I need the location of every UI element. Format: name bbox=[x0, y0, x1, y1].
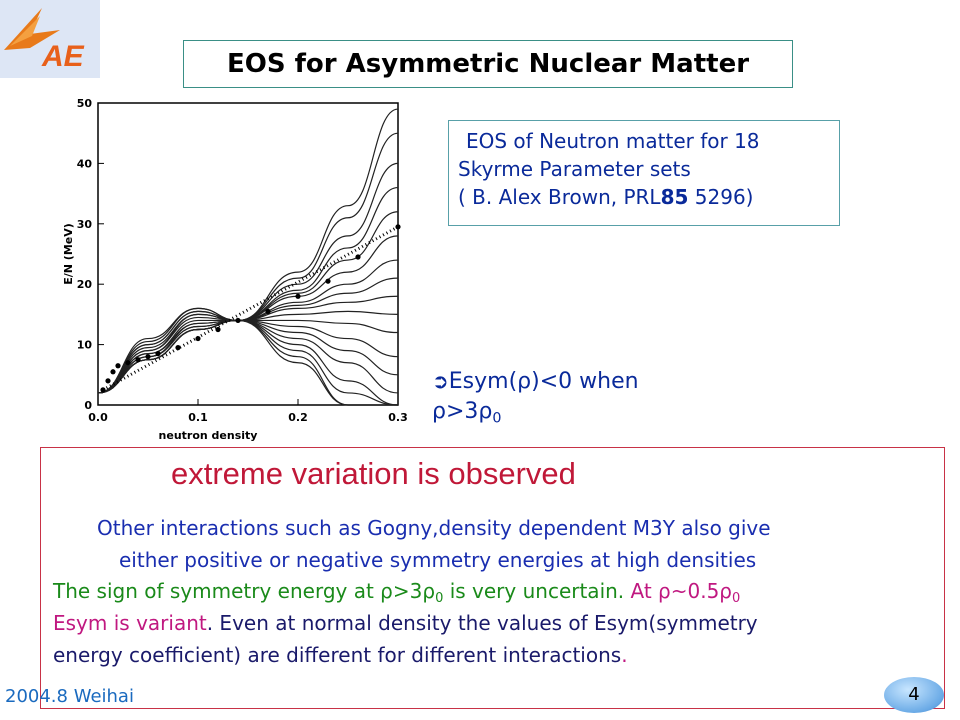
y-axis-label: E/N (MeV) bbox=[62, 223, 75, 285]
plot-frame bbox=[97, 102, 399, 406]
reference-line-2: Skyrme Parameter sets bbox=[458, 157, 691, 181]
eos-curve bbox=[97, 108, 399, 394]
y-tick-label: 10 bbox=[77, 339, 93, 352]
data-point bbox=[355, 254, 361, 260]
x-axis-label: neutron density bbox=[159, 429, 258, 442]
slide-title: EOS for Asymmetric Nuclear Matter bbox=[226, 49, 750, 79]
eos-curve bbox=[97, 277, 399, 394]
summary-para1-line1: Other interactions such as Gogny,density… bbox=[97, 516, 771, 540]
eos-curve bbox=[97, 310, 399, 406]
x-tick-label: 0.3 bbox=[388, 411, 408, 424]
summary-line-4: Esym is variant. Even at normal density … bbox=[53, 611, 758, 635]
esym-note-line-1: Esym(ρ)<0 when bbox=[448, 369, 639, 394]
iae-logo: AE bbox=[0, 0, 100, 78]
summary-heading: extreme variation is observed bbox=[171, 456, 576, 491]
data-point bbox=[235, 317, 241, 324]
eos-curve bbox=[97, 295, 399, 394]
eos-chart: 0.0 0.1 0.2 0.3 0 10 20 30 40 50 neutron density E/… bbox=[60, 95, 410, 449]
data-point bbox=[265, 308, 271, 314]
eos-curve bbox=[97, 162, 399, 394]
summary-line-3: The sign of symmetry energy at ρ>3ρ0 is … bbox=[53, 579, 741, 606]
reference-line-3: ( B. Alex Brown, PRL85 5296) bbox=[458, 185, 754, 209]
summary-box: extreme variation is observed Other inte… bbox=[40, 447, 945, 709]
data-point bbox=[115, 363, 121, 369]
reference-box: EOS of Neutron matter for 18 Skyrme Para… bbox=[448, 120, 840, 226]
data-point bbox=[195, 335, 201, 342]
eos-curve bbox=[97, 186, 399, 394]
x-tick-label: 0.1 bbox=[188, 411, 208, 424]
y-tick-label: 30 bbox=[77, 218, 93, 231]
data-point bbox=[100, 387, 106, 393]
data-point bbox=[175, 345, 181, 351]
esym-note: ➲Esym(ρ)<0 when ρ>3ρ0 bbox=[432, 366, 639, 433]
data-point bbox=[105, 378, 111, 384]
y-tick-label: 40 bbox=[77, 157, 93, 170]
page-number: 4 bbox=[884, 677, 944, 713]
summary-line-5: energy coefficient) are different for di… bbox=[53, 643, 628, 667]
y-tick-label: 20 bbox=[77, 278, 93, 291]
x-tick-label: 0.2 bbox=[288, 411, 308, 424]
y-tick-label: 50 bbox=[77, 97, 93, 110]
x-tick-label: 0.0 bbox=[88, 411, 108, 424]
arrow-icon: ➲ bbox=[432, 369, 449, 393]
y-tick-label: 0 bbox=[84, 399, 92, 412]
slide-title-box: EOS for Asymmetric Nuclear Matter bbox=[183, 40, 793, 88]
data-point bbox=[110, 369, 116, 375]
data-point bbox=[135, 357, 141, 363]
data-point bbox=[145, 354, 151, 360]
data-point bbox=[155, 351, 161, 357]
reference-line-1: EOS of Neutron matter for 18 bbox=[466, 129, 760, 153]
svg-text:AE: AE bbox=[41, 40, 85, 73]
data-point bbox=[215, 326, 221, 333]
summary-para1-line2: either positive or negative symmetry ene… bbox=[119, 548, 757, 572]
esym-note-line-2: ρ>3ρ0 bbox=[432, 399, 502, 427]
footer-text: 2004.8 Weihai bbox=[5, 686, 134, 707]
eos-curve bbox=[97, 310, 399, 406]
dotted-reference-line bbox=[102, 225, 399, 392]
data-point bbox=[395, 224, 401, 230]
data-point bbox=[295, 293, 301, 299]
data-point bbox=[125, 360, 131, 366]
data-point bbox=[325, 278, 331, 284]
eos-curve bbox=[97, 259, 399, 394]
